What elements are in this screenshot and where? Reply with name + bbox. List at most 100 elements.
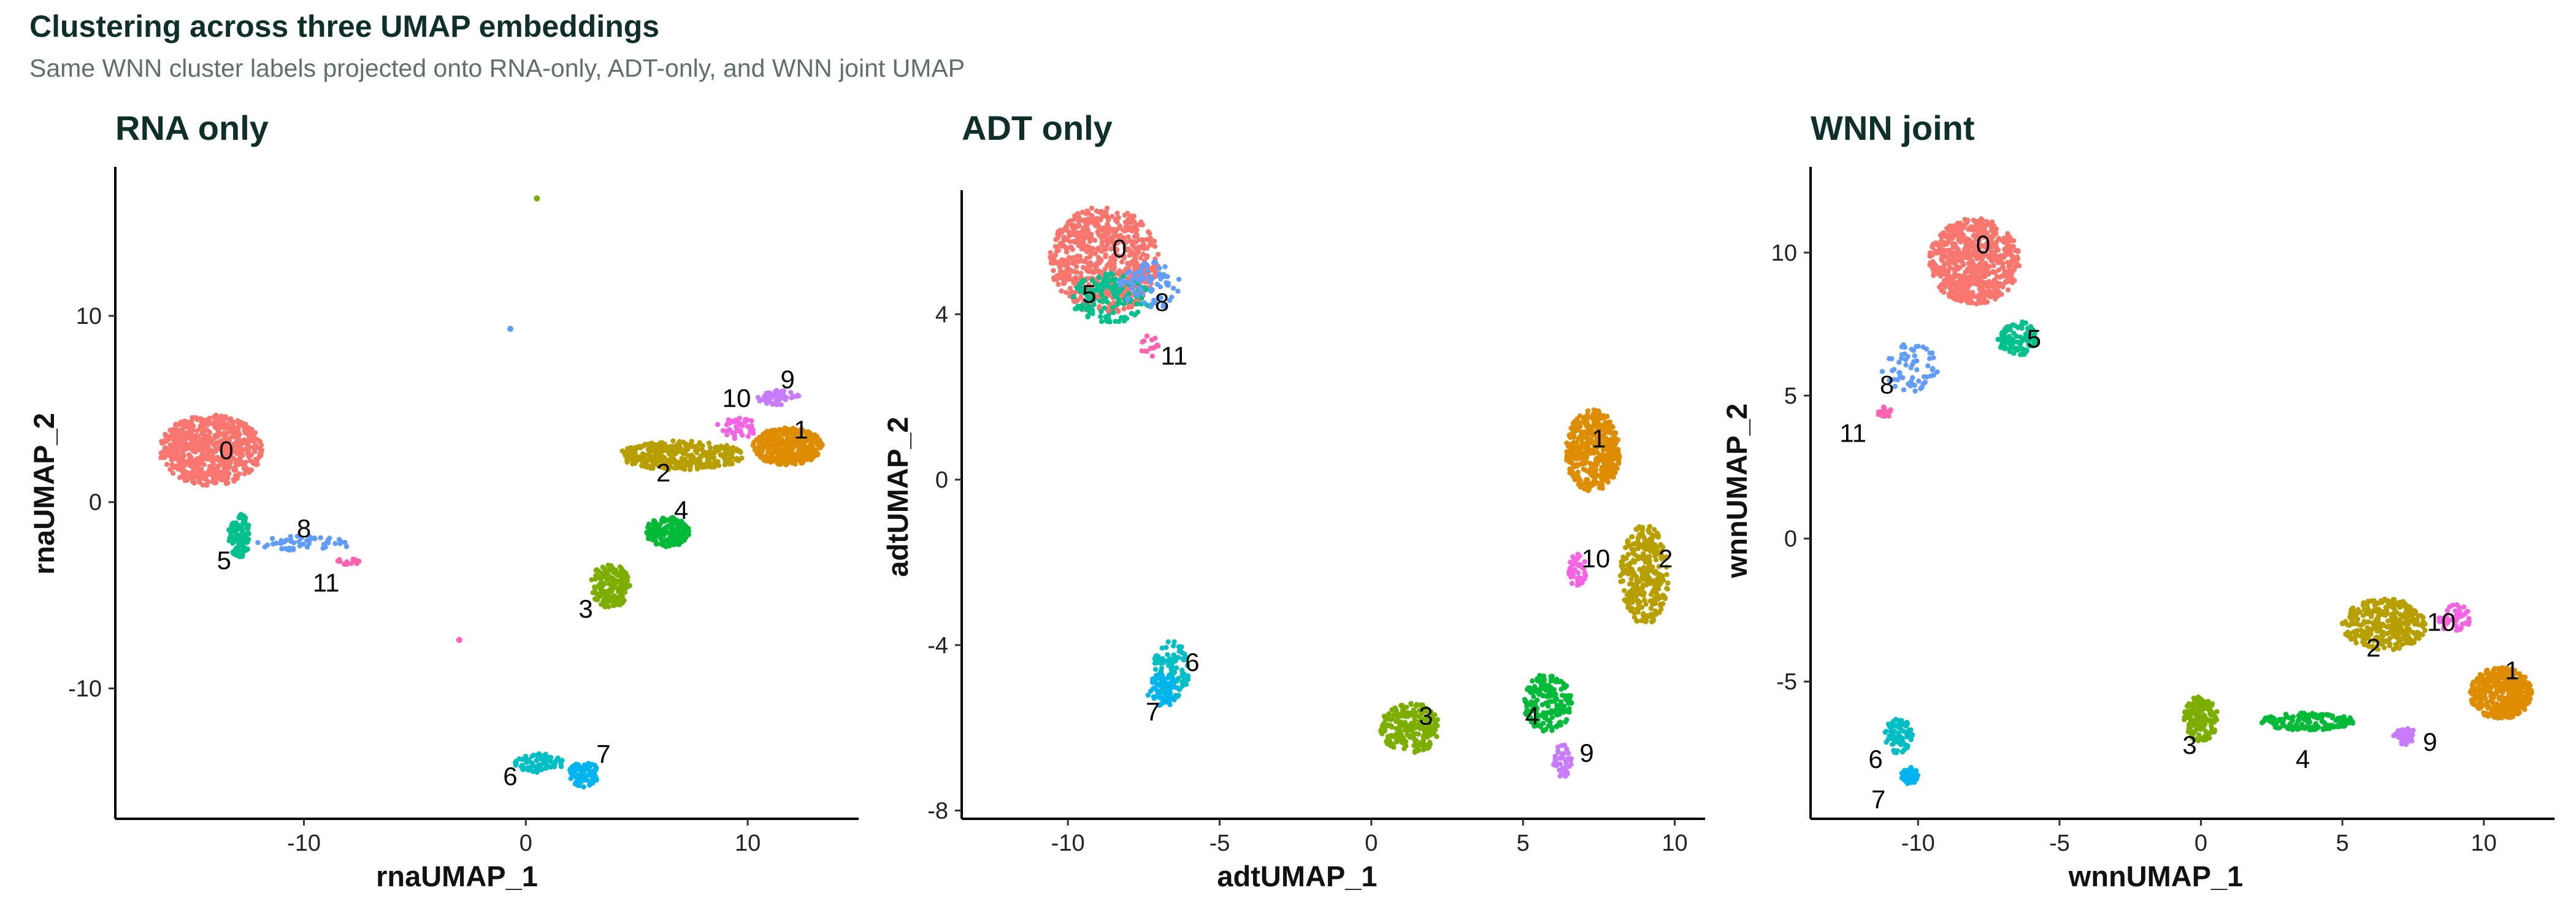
- cell-point: [568, 776, 573, 781]
- cell-point: [592, 584, 597, 590]
- cell-point: [278, 538, 284, 543]
- cell-point: [765, 449, 771, 455]
- cell-point: [1152, 686, 1158, 691]
- cell-point: [1631, 582, 1636, 588]
- cell-point: [602, 566, 608, 572]
- cell-point: [235, 526, 240, 532]
- cell-point: [1128, 214, 1133, 220]
- cell-point: [1965, 217, 1971, 223]
- cell-point: [1551, 687, 1557, 692]
- cell-point: [767, 433, 773, 439]
- cell-point: [660, 542, 665, 548]
- cell-point: [237, 443, 243, 448]
- cell-point: [1138, 255, 1143, 261]
- cell-point: [619, 576, 625, 582]
- cell-point: [1113, 318, 1118, 324]
- cluster-label: 2: [656, 458, 670, 487]
- panel-title-adt: ADT only: [962, 109, 1113, 147]
- cell-point: [1152, 264, 1158, 270]
- cell-point: [632, 451, 638, 456]
- cell-point: [1649, 615, 1655, 620]
- cell-point: [1641, 565, 1647, 570]
- cell-point: [1581, 466, 1587, 472]
- cell-point: [197, 458, 202, 463]
- cell-point: [686, 532, 691, 537]
- cell-point: [786, 454, 792, 460]
- cell-point: [661, 441, 666, 447]
- cell-point: [1094, 247, 1100, 253]
- cell-point: [337, 541, 343, 546]
- cell-point: [1642, 617, 1647, 623]
- cell-point: [1627, 581, 1633, 587]
- cell-point: [180, 448, 185, 454]
- cell-point: [1121, 318, 1127, 324]
- cell-point: [1412, 725, 1417, 731]
- cell-point: [204, 482, 210, 488]
- cell-point: [203, 475, 209, 481]
- cell-point: [352, 558, 358, 563]
- cell-point: [1122, 212, 1128, 218]
- cell-point: [791, 434, 797, 439]
- cell-point: [662, 529, 668, 534]
- cell-point: [343, 543, 350, 550]
- cell-point: [773, 397, 779, 404]
- cell-point: [1422, 731, 1428, 737]
- cell-point: [254, 437, 259, 442]
- cell-point: [818, 440, 824, 447]
- cell-point: [1126, 304, 1132, 310]
- cell-point: [1152, 660, 1158, 666]
- cell-point: [1104, 205, 1110, 211]
- cell-point: [1640, 612, 1646, 618]
- cell-point: [1174, 685, 1180, 691]
- cell-point: [1103, 271, 1109, 277]
- cell-point: [166, 434, 172, 440]
- cell-point: [225, 451, 231, 458]
- cell-point: [1090, 308, 1095, 313]
- cell-point: [624, 450, 629, 456]
- cell-point: [1135, 309, 1141, 315]
- cell-point: [1086, 233, 1092, 239]
- outlier-point: [534, 195, 540, 202]
- points-adt: [1048, 205, 1671, 779]
- cell-point: [301, 542, 306, 547]
- cell-point: [187, 428, 193, 434]
- cell-point: [767, 440, 773, 446]
- cell-point: [188, 473, 193, 478]
- cell-point: [727, 427, 732, 432]
- cell-point: [231, 478, 237, 484]
- cell-point: [247, 458, 253, 464]
- cell-point: [624, 459, 630, 465]
- cell-point: [616, 586, 621, 592]
- cell-point: [247, 444, 253, 450]
- cell-point: [715, 459, 721, 464]
- cell-point: [593, 567, 599, 573]
- cell-point: [1652, 545, 1658, 551]
- cell-point: [1564, 454, 1570, 461]
- cell-point: [1601, 461, 1607, 466]
- cell-point: [1130, 258, 1136, 264]
- cell-point: [232, 448, 237, 454]
- cell-point: [654, 461, 659, 467]
- cell-point: [1173, 665, 1179, 671]
- cell-point: [586, 769, 592, 774]
- cell-point: [242, 427, 247, 434]
- cell-point: [216, 472, 221, 478]
- x-tick-label: -5: [1209, 830, 1230, 856]
- cell-point: [1625, 605, 1631, 610]
- cell-point: [223, 414, 228, 420]
- cell-point: [803, 429, 810, 435]
- cell-point: [1099, 318, 1105, 324]
- cell-point: [779, 388, 784, 394]
- cell-point: [782, 443, 788, 448]
- y-axis-title-wnn: wnnUMAP_2: [1720, 404, 1753, 579]
- cell-point: [589, 577, 594, 583]
- cell-point: [610, 575, 615, 581]
- cell-point: [226, 416, 232, 422]
- cell-point: [1170, 695, 1175, 700]
- cluster-10-points: [715, 415, 756, 442]
- cluster-9-points: [755, 388, 802, 407]
- cell-point: [657, 444, 662, 450]
- cell-point: [536, 765, 542, 770]
- cell-point: [1092, 237, 1098, 243]
- cell-point: [252, 449, 258, 454]
